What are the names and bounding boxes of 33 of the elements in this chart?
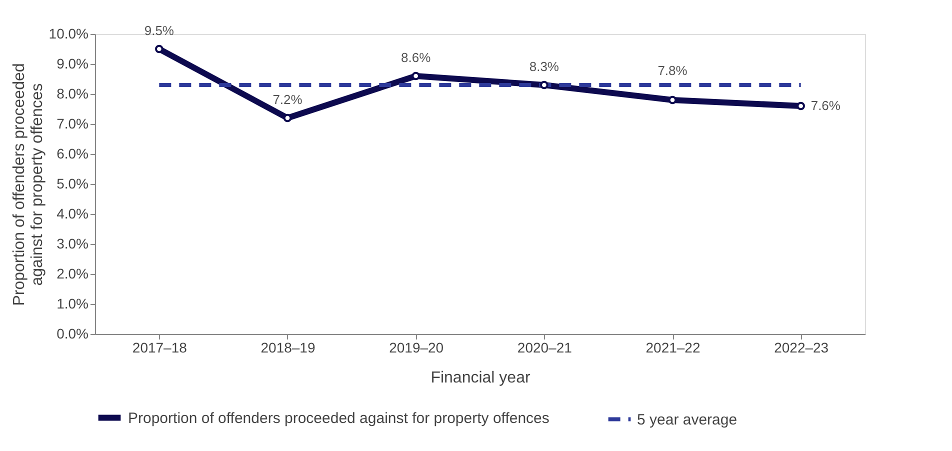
data-label: 8.3% bbox=[529, 59, 560, 74]
point bbox=[155, 44, 164, 54]
y-tick-label: 7.0% bbox=[56, 116, 88, 132]
data-label: 9.5% bbox=[144, 23, 174, 38]
x-tick-label: 2019–20 bbox=[389, 340, 444, 356]
y-tick-label: 1.0% bbox=[56, 296, 88, 312]
point bbox=[540, 80, 548, 90]
x-tick-label: 2021–22 bbox=[646, 340, 700, 356]
y-tick-label: 10.0% bbox=[48, 26, 88, 42]
y-tick-label: 3.0% bbox=[56, 236, 88, 252]
y-tick-label: 4.0% bbox=[56, 206, 88, 222]
y-axis-title: Proportion of offenders proceeded against for property offences bbox=[10, 63, 46, 306]
x-tick-label: 2022–23 bbox=[774, 340, 829, 356]
point bbox=[796, 102, 805, 110]
x-tick-label: 2020–21 bbox=[517, 340, 572, 356]
point bbox=[412, 72, 420, 80]
y-tick-label: 2.0% bbox=[56, 266, 88, 282]
y-tick-label: 8.0% bbox=[56, 86, 88, 102]
y-tick-label: 6.0% bbox=[56, 146, 88, 162]
data-label: 7.2% bbox=[272, 92, 303, 107]
data-label: 7.6% bbox=[810, 98, 841, 113]
y-tick-label: 9.0% bbox=[56, 56, 88, 72]
data-label: 7.8% bbox=[658, 63, 688, 78]
y-tick-label: 5.0% bbox=[56, 176, 88, 192]
data-label: 8.6% bbox=[401, 50, 432, 65]
point bbox=[283, 114, 292, 122]
point bbox=[668, 96, 677, 104]
x-tick-label: 2017–18 bbox=[132, 340, 188, 356]
x-axis-title: Financial year bbox=[430, 370, 531, 386]
legend-label: 5 year average bbox=[637, 411, 738, 428]
y-tick-label: 0.0% bbox=[56, 326, 88, 342]
x-tick-label: 2018–19 bbox=[260, 340, 316, 356]
legend-label: Proportion of offenders proceeded against for property offences bbox=[128, 410, 550, 427]
